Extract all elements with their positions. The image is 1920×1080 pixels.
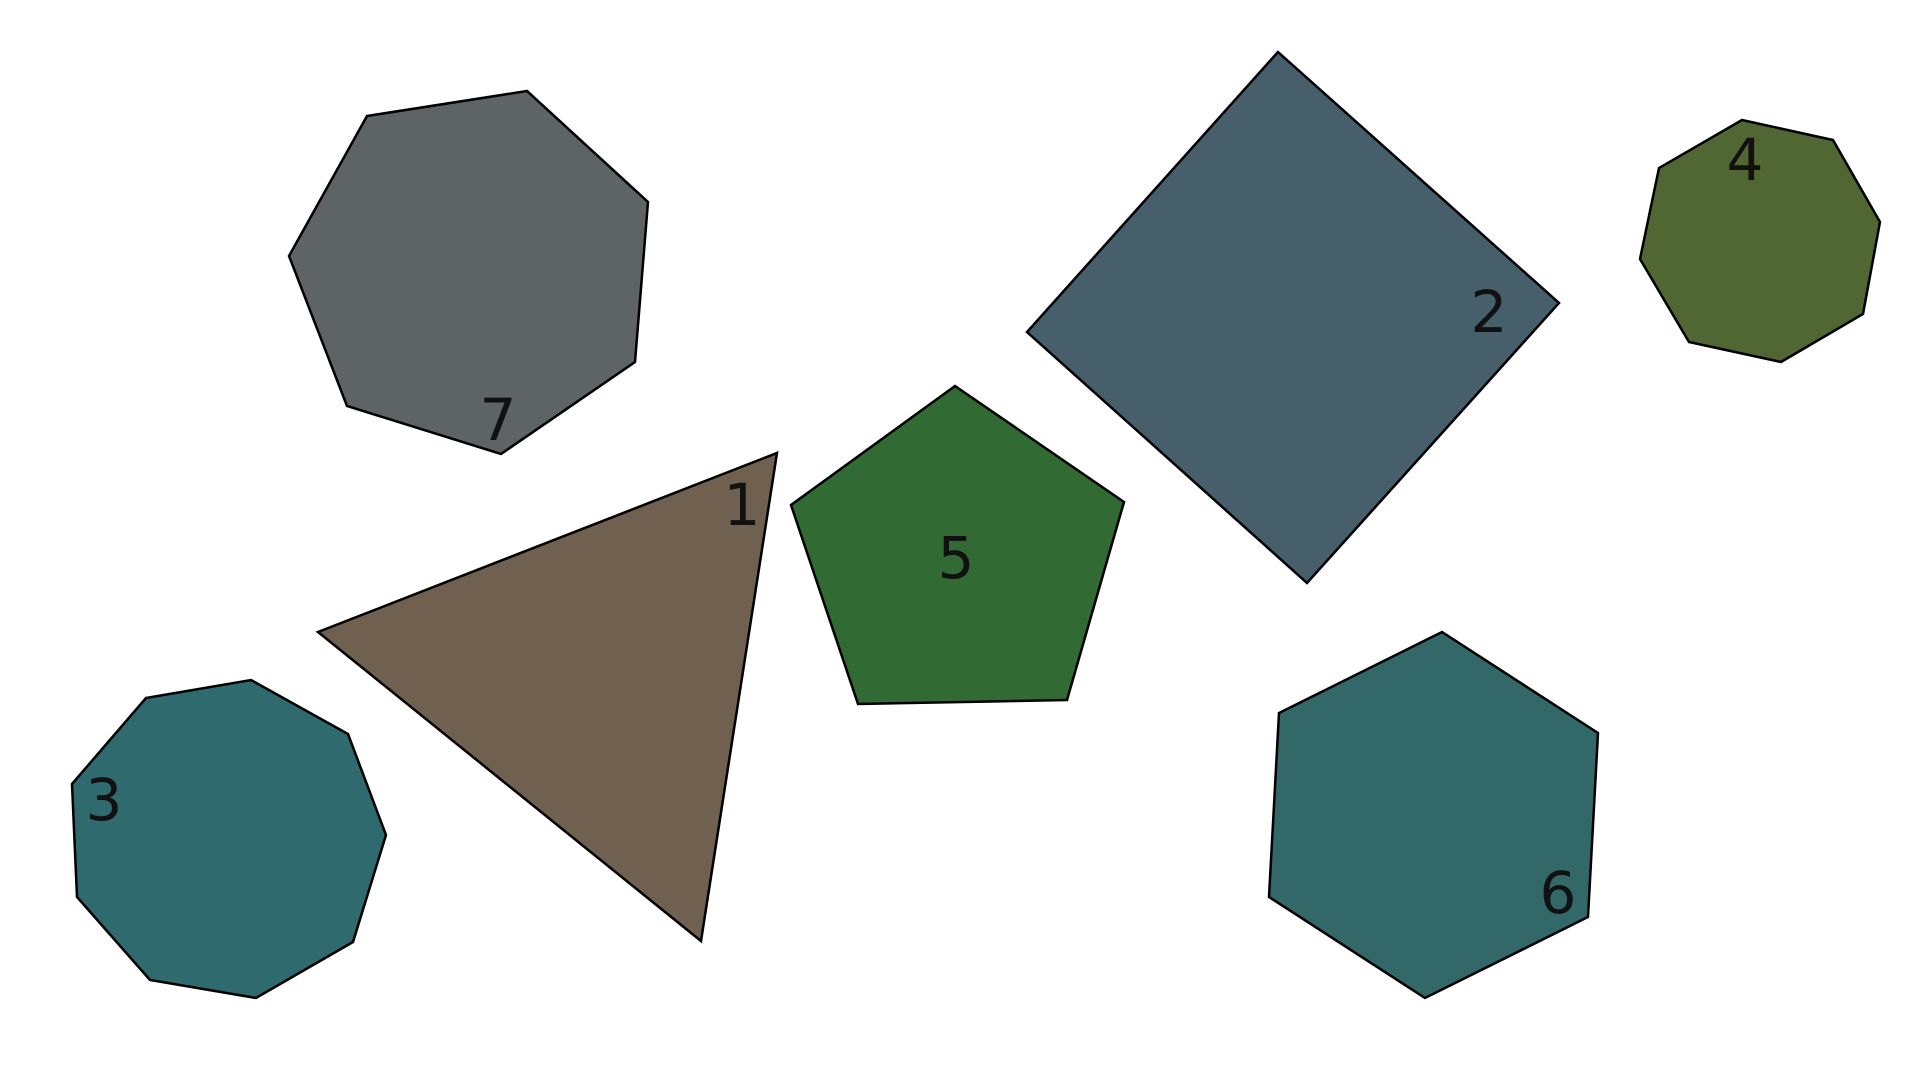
pentagon-shape-group: 5	[789, 384, 1126, 706]
triangle-shape	[315, 451, 779, 944]
square-shape-group: 2	[1025, 50, 1561, 585]
heptagon-label: 7	[480, 386, 517, 454]
square-label: 2	[1471, 278, 1508, 346]
octagon-left-shape	[70, 678, 388, 1000]
octagon-left-label: 3	[86, 766, 123, 834]
pentagon-shape	[789, 384, 1126, 706]
hexagon-shape-group: 6	[1267, 630, 1600, 1000]
hexagon-label: 6	[1540, 859, 1577, 927]
hexagon-shape	[1267, 630, 1600, 1000]
triangle-shape-group: 1	[315, 451, 779, 944]
pentagon-label: 5	[938, 524, 975, 592]
octagon-right-label: 4	[1727, 126, 1764, 194]
heptagon-shape	[287, 89, 650, 456]
octagon-left-shape-group: 3	[70, 678, 388, 1000]
square-shape	[1025, 50, 1561, 585]
octagon-right-shape	[1638, 118, 1882, 364]
heptagon-shape-group: 7	[287, 89, 650, 456]
triangle-label: 1	[724, 471, 761, 539]
octagon-right-shape-group: 4	[1638, 118, 1882, 364]
